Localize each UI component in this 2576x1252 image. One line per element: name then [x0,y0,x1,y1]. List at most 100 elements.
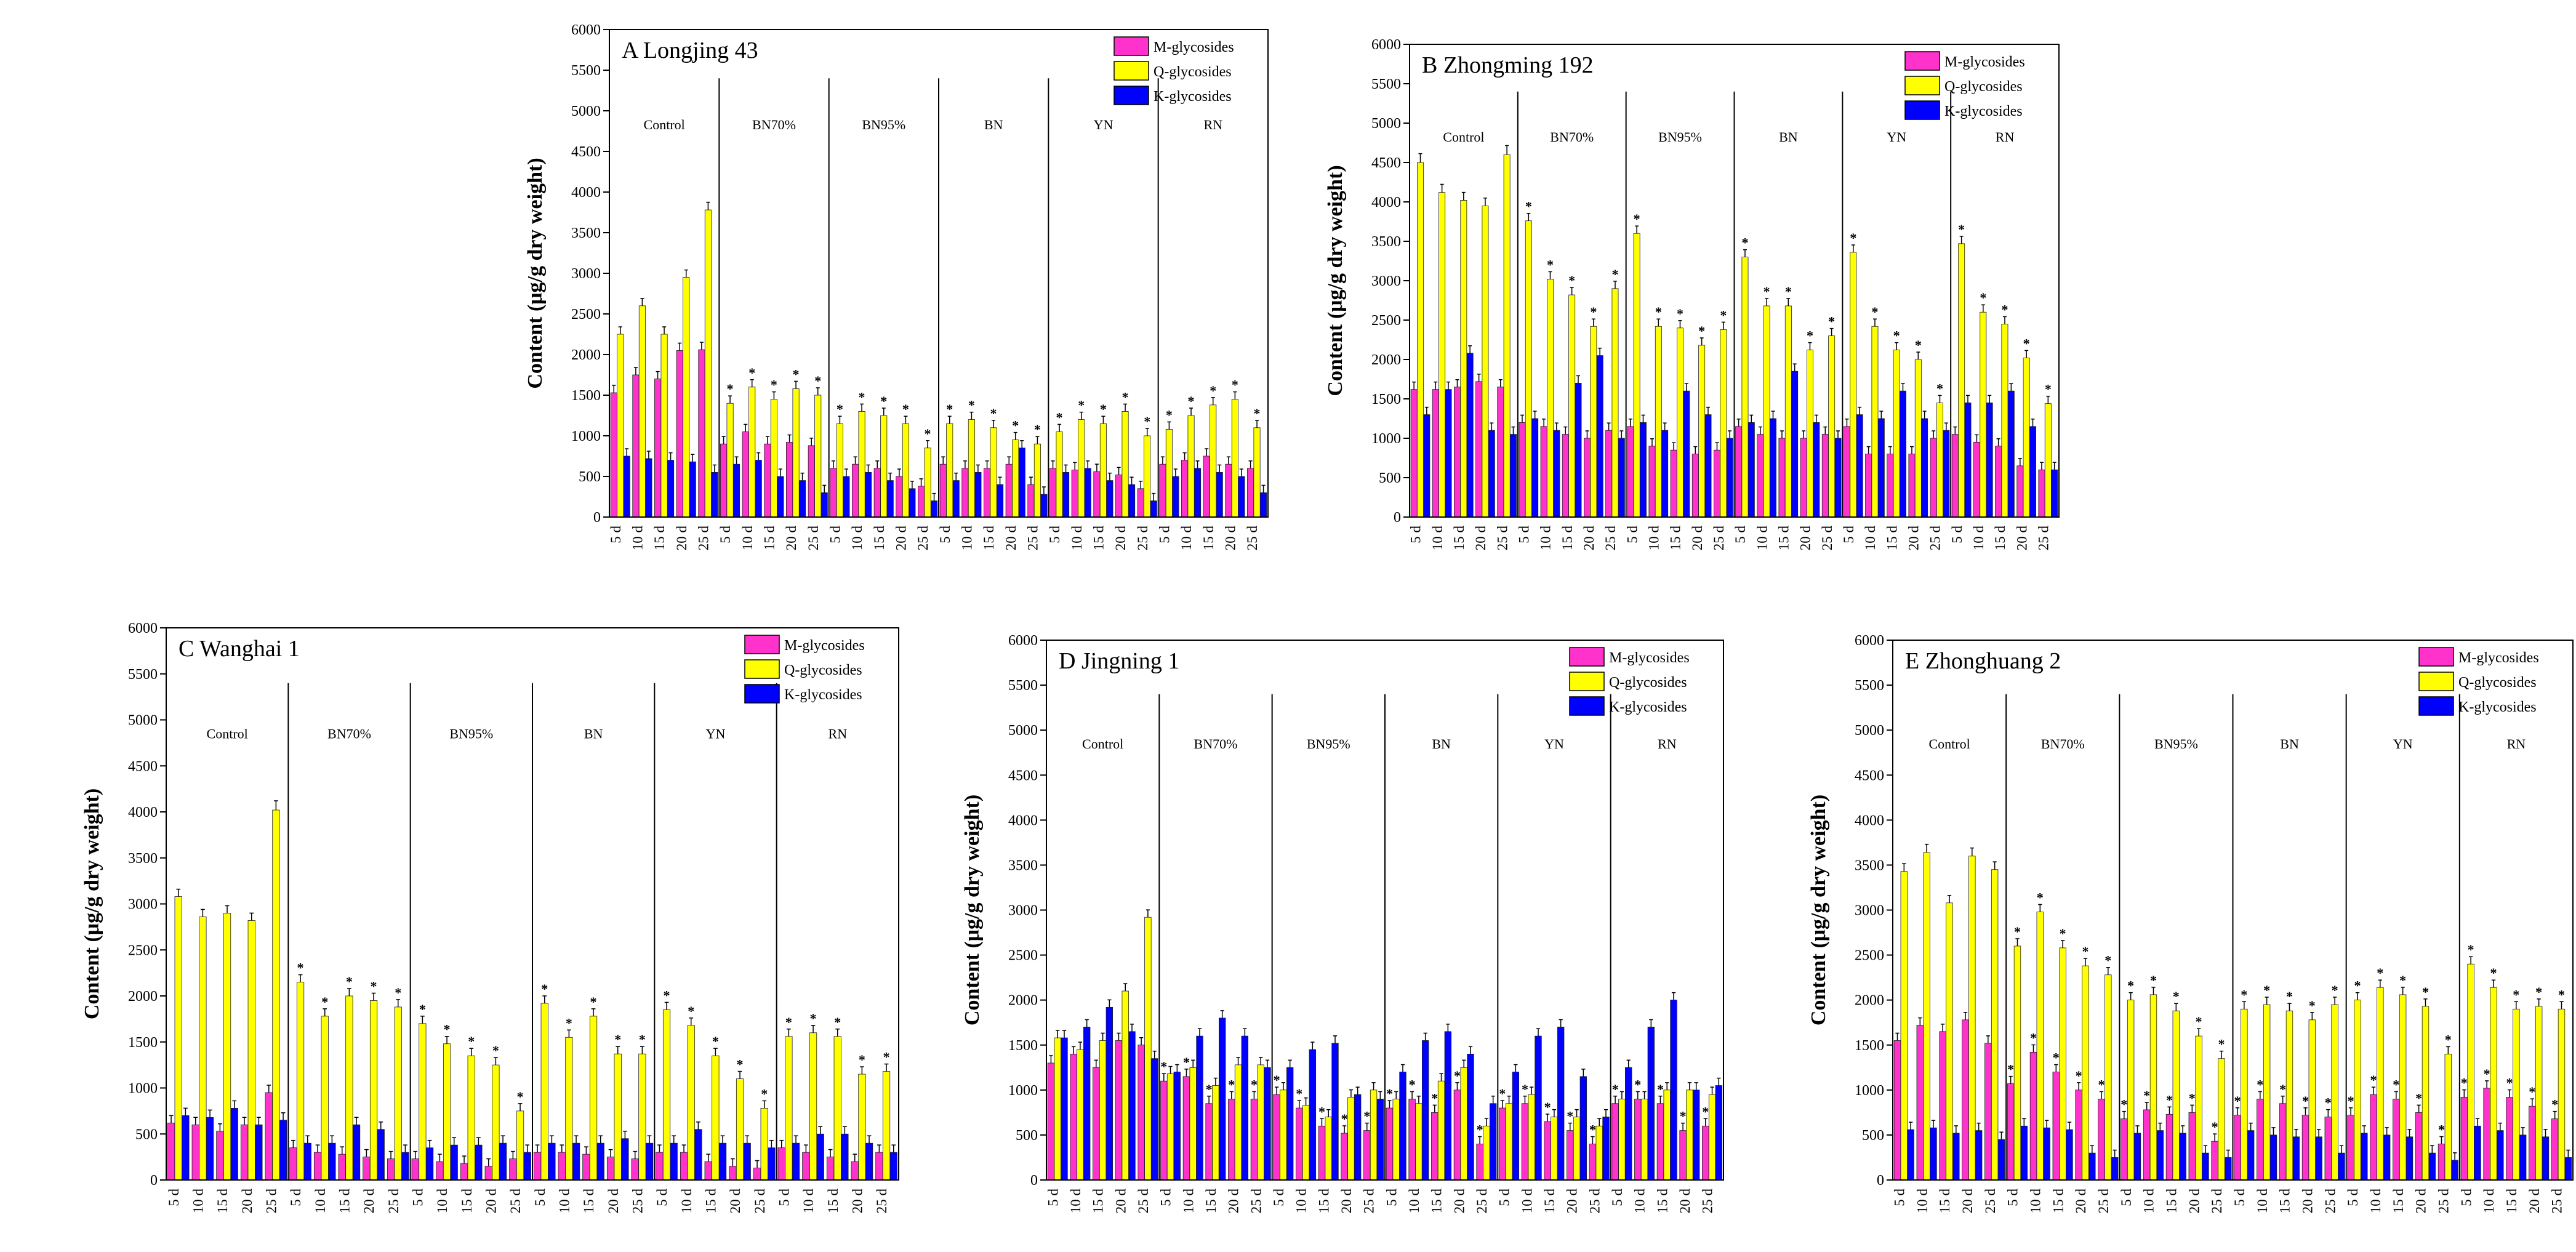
bar-k-glycosides [1670,1000,1677,1181]
x-tick-label: 25 d [386,1189,401,1214]
x-tick-label: 20 d [1565,1189,1580,1214]
bar-m-glycosides [2052,1072,2060,1181]
legend-label: K-glycosides [1154,89,1232,105]
bar-m-glycosides [1454,387,1461,518]
bar-k-glycosides [865,1142,873,1181]
significance-star: * [1274,1072,1280,1088]
bar-k-glycosides [2292,1136,2300,1181]
significance-star: * [2422,984,2429,1000]
x-tick-label: 20 d [2413,1189,2429,1214]
bar-m-glycosides [1908,454,1916,518]
bar-k-glycosides [777,476,784,518]
significance-star: * [1720,307,1727,323]
bar-m-glycosides [484,1166,492,1181]
bar-k-glycosides [1531,418,1539,518]
bar-m-glycosides [680,1152,688,1181]
bar-q-glycosides [467,1055,475,1181]
bar-m-glycosides [387,1158,395,1181]
x-tick-label: 15 d [1884,526,1900,551]
y-tick-label: 1500 [571,388,601,404]
bar-q-glycosides [1980,311,1987,518]
bar-k-glycosides [1877,418,1885,518]
significance-star: * [2377,965,2383,981]
significance-star: * [761,1086,768,1101]
bar-k-glycosides [1921,418,1928,518]
group-label: BN70% [327,726,371,742]
x-tick-label: 5 d [2345,1189,2361,1206]
bar-m-glycosides [1821,434,1829,518]
bar-q-glycosides [2241,1008,2248,1181]
y-tick-label: 2000 [571,347,601,363]
x-tick-label: 20 d [2186,1189,2202,1214]
significance-star: * [1763,284,1770,299]
bar-k-glycosides [667,460,675,518]
y-tick-label: 1500 [128,1035,158,1051]
bar-m-glycosides [1995,446,2002,518]
bar-q-glycosides [1968,856,1976,1181]
significance-star: * [2286,989,2293,1004]
bar-k-glycosides [931,500,938,518]
bar-k-glycosides [1553,430,1560,518]
bar-q-glycosides [858,411,865,518]
bar-q-glycosides [565,1037,573,1181]
bar-m-glycosides [167,1122,175,1181]
x-tick-label: 20 d [1690,526,1705,551]
x-tick-label: 5 d [532,1189,548,1206]
bar-q-glycosides [638,305,646,518]
bar-q-glycosides [1144,917,1152,1181]
bar-k-glycosides [2564,1157,2572,1181]
y-tick-label: 5000 [571,103,601,119]
bar-m-glycosides [1634,1099,1642,1181]
legend-swatch [1113,86,1149,105]
bar-k-glycosides [230,1107,238,1181]
bar-m-glycosides [2279,1103,2287,1181]
bar-q-glycosides [1741,257,1749,518]
bar-k-glycosides [1975,1130,1983,1181]
bar-k-glycosides [1309,1049,1317,1181]
bar-m-glycosides [961,468,969,518]
significance-star: * [748,365,755,380]
significance-star: * [1477,1122,1483,1138]
bar-q-glycosides [1099,423,1107,518]
x-tick-label: 25 d [1700,1189,1715,1214]
bar-k-glycosides [1535,1035,1542,1181]
bar-k-glycosides [255,1124,263,1181]
x-tick-label: 25 d [752,1189,768,1214]
bar-q-glycosides [1871,326,1879,518]
y-tick-label: 2000 [1371,352,1401,368]
significance-star: * [2332,982,2338,998]
y-tick-label: 2500 [1855,948,1884,964]
significance-star: * [2076,1068,2082,1083]
y-tick-label: 1000 [571,428,601,444]
bar-k-glycosides [886,480,894,518]
x-tick-label: 10 d [191,1189,206,1214]
legend-label: K-glycosides [2458,699,2537,715]
significance-star: * [1547,257,1554,272]
bar-q-glycosides [345,995,353,1181]
y-axis-label: Content (μg/g dry weight) [961,795,984,1025]
x-tick-label: 25 d [1474,1189,1490,1214]
bar-k-glycosides [1813,422,1820,518]
x-tick-label: 25 d [1135,526,1150,551]
y-tick-label: 6000 [1855,633,1884,649]
x-tick-label: 15 d [459,1189,475,1214]
group-label: Control [1928,736,1970,752]
legend-label: M-glycosides [2458,650,2539,666]
y-tick-label: 500 [1016,1128,1038,1144]
x-tick-label: 5 d [937,526,953,544]
bar-k-glycosides [670,1142,678,1181]
bar-m-glycosides [742,431,749,518]
bar-m-glycosides [654,379,662,518]
significance-star: * [1409,1077,1416,1092]
bar-q-glycosides [1663,1089,1671,1181]
significance-star: * [1611,267,1618,282]
bar-m-glycosides [632,374,640,518]
significance-star: * [297,960,304,976]
bar-k-glycosides [1715,1085,1723,1181]
x-tick-label: 25 d [2036,526,2051,551]
significance-star: * [2399,973,2406,988]
y-tick-label: 1000 [1855,1083,1884,1099]
bar-k-glycosides [1488,430,1495,518]
x-tick-label: 5 d [1045,1189,1061,1206]
